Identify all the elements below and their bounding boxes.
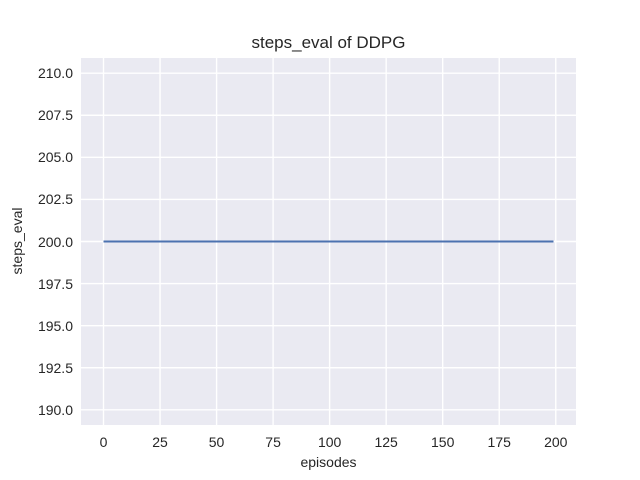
x-tick-label: 25	[152, 434, 168, 450]
y-tick-label: 202.5	[37, 191, 73, 208]
x-tick-label: 0	[99, 434, 108, 450]
x-tick-label: 75	[265, 434, 281, 450]
y-tick-label: 205.0	[37, 149, 73, 166]
y-tick-label: 207.5	[37, 107, 73, 124]
y-tick-label: 210.0	[37, 65, 73, 82]
x-tick-label: 175	[487, 434, 511, 450]
y-tick-label: 200.0	[37, 233, 73, 250]
x-tick-label: 125	[374, 434, 398, 450]
x-tick-label: 200	[544, 434, 568, 450]
chart-canvas	[81, 58, 576, 425]
plot-area	[81, 58, 576, 425]
y-tick-label: 195.0	[37, 317, 73, 334]
y-tick-label: 192.5	[37, 359, 73, 376]
y-tick-label: 197.5	[37, 275, 73, 292]
x-tick-label: 50	[208, 434, 225, 450]
chart-title: steps_eval of DDPG	[251, 33, 406, 52]
x-tick-label: 100	[317, 434, 342, 450]
x-axis-label: episodes	[300, 454, 357, 470]
x-tick-label: 150	[431, 434, 455, 450]
y-tick-label: 190.0	[37, 401, 73, 418]
